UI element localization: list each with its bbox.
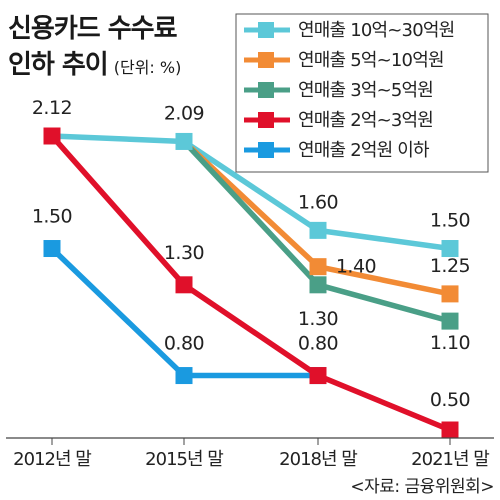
- data-label: 2.09: [164, 102, 204, 124]
- data-point-marker: [175, 132, 193, 150]
- series-markers: [43, 127, 459, 439]
- data-label: 1.10: [430, 332, 470, 354]
- data-label: 1.40: [336, 256, 376, 278]
- data-label: 0.80: [298, 333, 338, 355]
- data-point-marker: [441, 421, 459, 439]
- data-point-marker: [43, 240, 61, 258]
- legend-swatch-marker: [258, 112, 274, 128]
- chart-title-text: 인하 추이: [8, 50, 109, 80]
- chart-title-line2: 인하 추이 (단위: %): [8, 44, 181, 81]
- data-point-marker: [441, 312, 459, 330]
- data-point-marker: [309, 221, 327, 239]
- legend-box: [235, 13, 489, 173]
- series-line: [49, 134, 452, 433]
- data-label: 1.30: [164, 242, 204, 264]
- data-point-marker: [309, 276, 327, 294]
- unit-label: (단위: %): [113, 58, 182, 77]
- data-point-marker: [441, 240, 459, 258]
- legend-label: 연매출 3억~5억원: [298, 80, 433, 101]
- data-label: 0.80: [164, 333, 204, 355]
- data-labels: 2.12 2.09 1.60 1.50 1.40 1.25 1.30 1.10 1.30 0.80…: [32, 97, 471, 411]
- source-note: <자료: 금융위원회>: [350, 477, 494, 497]
- chart-title: 신용카드 수수료: [8, 14, 177, 44]
- legend-swatch-marker: [258, 52, 274, 68]
- x-tick-label: 2012년 말: [13, 449, 91, 470]
- data-point-marker: [175, 276, 193, 294]
- data-point-marker: [309, 258, 327, 276]
- data-label: 2.12: [32, 97, 72, 119]
- x-tick-label: 2021년 말: [411, 449, 489, 470]
- data-label: 0.50: [430, 389, 470, 411]
- data-point-marker: [441, 285, 459, 303]
- series-lines: [49, 133, 452, 433]
- data-label: 1.50: [32, 206, 72, 228]
- x-tick-label: 2015년 말: [145, 449, 223, 470]
- data-point-marker: [43, 127, 61, 145]
- data-label: 1.60: [298, 191, 338, 213]
- data-label: 1.50: [430, 210, 470, 232]
- data-point-marker: [309, 367, 327, 385]
- data-label: 1.30: [298, 308, 338, 330]
- legend-swatch-marker: [258, 142, 274, 158]
- data-point-marker: [175, 367, 193, 385]
- legend-swatch-marker: [258, 82, 274, 98]
- legend-label: 연매출 5억~10억원: [298, 50, 444, 71]
- legend-swatch-marker: [258, 22, 274, 38]
- legend-label: 연매출 2억원 이하: [298, 140, 430, 161]
- legend-label: 연매출 10억~30억원: [298, 20, 454, 41]
- series-line: [51, 133, 451, 252]
- x-axis: 2012년 말 2015년 말 2018년 말 2021년 말: [6, 437, 494, 470]
- data-label: 1.25: [430, 255, 470, 277]
- series-line: [50, 246, 318, 379]
- x-tick-label: 2018년 말: [279, 449, 357, 470]
- legend-label: 연매출 2억~3억원: [298, 110, 433, 131]
